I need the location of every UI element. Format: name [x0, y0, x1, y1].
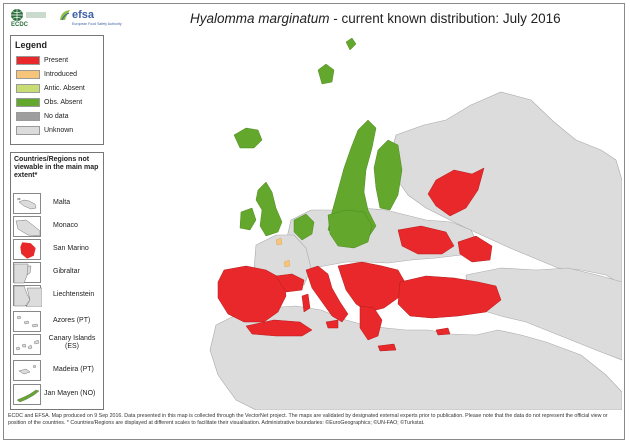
map-region-iceland: [233, 127, 263, 149]
legend-label: Present: [44, 57, 69, 64]
region-inset: [13, 360, 41, 381]
region-inset: [13, 239, 41, 260]
region-label: Jan Mayen (NO): [44, 390, 96, 397]
region-inset: [13, 193, 41, 214]
efsa-logo-subtitle: European Food Safety Authority: [72, 22, 122, 26]
legend-label: Antic. Absent: [44, 85, 85, 92]
region-inset: [13, 285, 43, 308]
region-inset: [13, 216, 41, 237]
efsa-mark-icon: [60, 10, 70, 21]
map-region-greece: [359, 305, 383, 341]
map-region-crete: [377, 343, 397, 352]
legend: Legend Present Introduced Antic. Absent …: [10, 35, 104, 145]
map-region-svalbard-east: [345, 37, 357, 51]
map-title: Hyalomma marginatum - current known dist…: [190, 11, 610, 26]
footer-notes: ECDC and EFSA. Map produced on 9 Sep 201…: [8, 413, 608, 426]
map-region-north-africa-coast: [245, 319, 313, 337]
map-region-russia: [389, 91, 622, 286]
region-label: Azores (PT): [53, 317, 91, 324]
map-region-caucasus: [457, 235, 493, 263]
species-name: Hyalomma marginatum: [190, 11, 330, 26]
regions-panel-title: Countries/Regions not viewable in the ma…: [14, 156, 99, 179]
legend-label: Unknown: [44, 127, 74, 134]
regions-panel: Countries/Regions not viewable in the ma…: [10, 152, 104, 410]
map-region-balkans: [337, 261, 407, 313]
map-region-finland: [373, 139, 403, 211]
logos: ECDC efsa European Food Safety Authority: [10, 8, 122, 30]
legend-label: Introduced: [44, 71, 78, 78]
legend-swatch: [16, 70, 40, 79]
map-region-turkey: [397, 275, 502, 319]
region-label: Madeira (PT): [53, 366, 94, 373]
legend-label: Obs. Absent: [44, 99, 83, 106]
map-region-introduced: [275, 237, 283, 246]
legend-label: No data: [44, 113, 69, 120]
legend-swatch: [16, 84, 40, 93]
region-label: San Marino: [53, 245, 89, 252]
legend-swatch: [16, 112, 40, 121]
map-region-italy: [305, 265, 349, 323]
ecdc-globe-icon: [11, 9, 46, 21]
region-label: Canary Islands (ES): [48, 335, 96, 350]
malta-shape-icon: [16, 197, 37, 210]
region-label: Liechtenstein: [53, 291, 95, 298]
efsa-logo: efsa European Food Safety Authority: [58, 8, 122, 30]
canary-islands-shape-icon: [15, 339, 40, 351]
region-inset: [13, 311, 41, 332]
madeira-shape-icon: [18, 364, 37, 375]
map-region-netherlands-germany: [293, 213, 315, 241]
legend-swatch: [16, 56, 40, 65]
map-region-north-africa: [209, 305, 622, 410]
map-region-introduced-2: [283, 259, 291, 268]
liechtenstein-shape-icon: [13, 285, 43, 308]
map-region-southern-france: [275, 273, 305, 293]
legend-swatch: [16, 98, 40, 107]
map-region-russia-south: [427, 167, 485, 217]
distribution-map: [209, 37, 622, 410]
map-region-great-britain: [255, 181, 283, 237]
map-region-cyprus: [435, 327, 451, 336]
region-inset: [13, 384, 41, 405]
map-region-ireland: [239, 207, 257, 231]
map-region-ukraine-south: [397, 225, 455, 255]
region-label: Malta: [53, 199, 71, 206]
ecdc-logo-text: ECDC: [11, 22, 29, 28]
san-marino-shape-icon: [19, 241, 37, 260]
region-label: Monaco: [53, 222, 78, 229]
jan-mayen-shape-icon: [16, 389, 40, 403]
map-region-iberia: [217, 265, 287, 323]
efsa-logo-text: efsa: [72, 9, 95, 21]
map-region-sicily: [325, 319, 339, 329]
legend-swatch: [16, 126, 40, 135]
region-label: Gibraltar: [53, 268, 80, 275]
azores-shape-icon: [16, 315, 39, 328]
map-region-poland: [327, 209, 373, 249]
region-inset: [13, 262, 41, 284]
gibraltar-shape-icon: [13, 263, 32, 284]
title-rest: - current known distribution: July 2016: [329, 11, 561, 26]
map-region-sardinia: [301, 293, 311, 313]
map-region-svalbard: [317, 63, 335, 85]
legend-title: Legend: [15, 40, 48, 50]
monaco-shape-icon: [15, 219, 41, 237]
region-inset: [13, 334, 41, 355]
map-region-middle-east: [465, 267, 622, 361]
ecdc-logo: ECDC: [10, 8, 50, 30]
